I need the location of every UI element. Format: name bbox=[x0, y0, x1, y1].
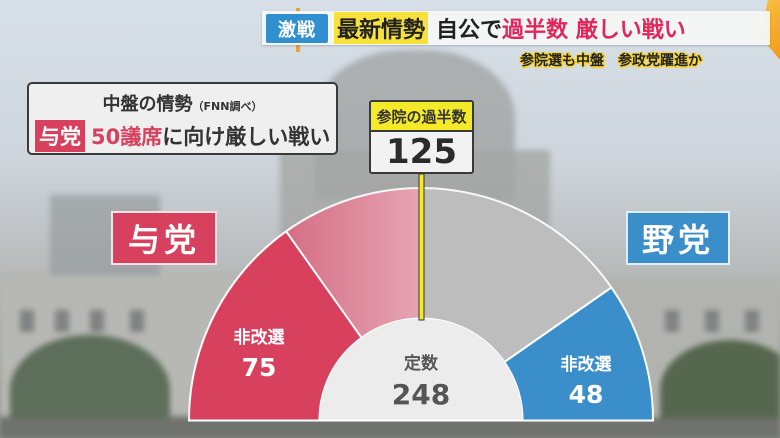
total-seats-label: 定数 bbox=[404, 353, 439, 374]
gauge-segment-undecided bbox=[421, 189, 611, 363]
status-ruling-tag: 与党 bbox=[35, 120, 85, 152]
total-seats-value: 248 bbox=[392, 378, 450, 411]
status-heading: 中盤の情勢（FNN調べ） bbox=[102, 94, 263, 115]
status-target: 50議席 bbox=[91, 125, 163, 149]
status-rest: に向け厳しい戦い bbox=[162, 125, 331, 149]
status-box: 中盤の情勢（FNN調べ） 与党 50議席 に向け厳しい戦い bbox=[27, 82, 338, 155]
gauge-divider bbox=[285, 231, 364, 340]
opposition-party-label: 野党 bbox=[626, 211, 730, 265]
ruling-party-label: 与党 bbox=[111, 211, 217, 265]
headline-subtitle: 参院選も中盤 参政党躍進か bbox=[520, 53, 702, 69]
headline-tag: 激戦 bbox=[266, 14, 328, 43]
majority-value: 125 bbox=[386, 132, 457, 172]
gauge-segment-opposition-noncontested bbox=[503, 288, 652, 420]
ruling-noncontested-label: 非改選 bbox=[234, 327, 285, 348]
majority-marker: 参院の過半数 125 bbox=[369, 100, 474, 174]
majority-label: 参院の過半数 bbox=[371, 102, 472, 132]
status-source-note: （FNN調べ） bbox=[192, 100, 263, 113]
opposition-noncontested-value: 48 bbox=[569, 380, 604, 409]
headline-title: 最新情勢 自公で 過半数 厳しい戦い bbox=[334, 12, 686, 44]
majority-line bbox=[418, 173, 425, 321]
opposition-noncontested-label: 非改選 bbox=[561, 354, 612, 375]
headline-red-text: 過半数 厳しい戦い bbox=[502, 18, 686, 43]
headline-dark-text: 自公で bbox=[436, 18, 503, 43]
gauge-center bbox=[318, 317, 524, 421]
headline-highlight: 最新情勢 bbox=[334, 12, 429, 44]
status-line: 与党 50議席 に向け厳しい戦い bbox=[35, 120, 330, 152]
gauge-divider bbox=[502, 287, 612, 364]
gauge-segment-ruling-contested bbox=[286, 189, 421, 340]
ruling-noncontested-value: 75 bbox=[242, 353, 277, 382]
